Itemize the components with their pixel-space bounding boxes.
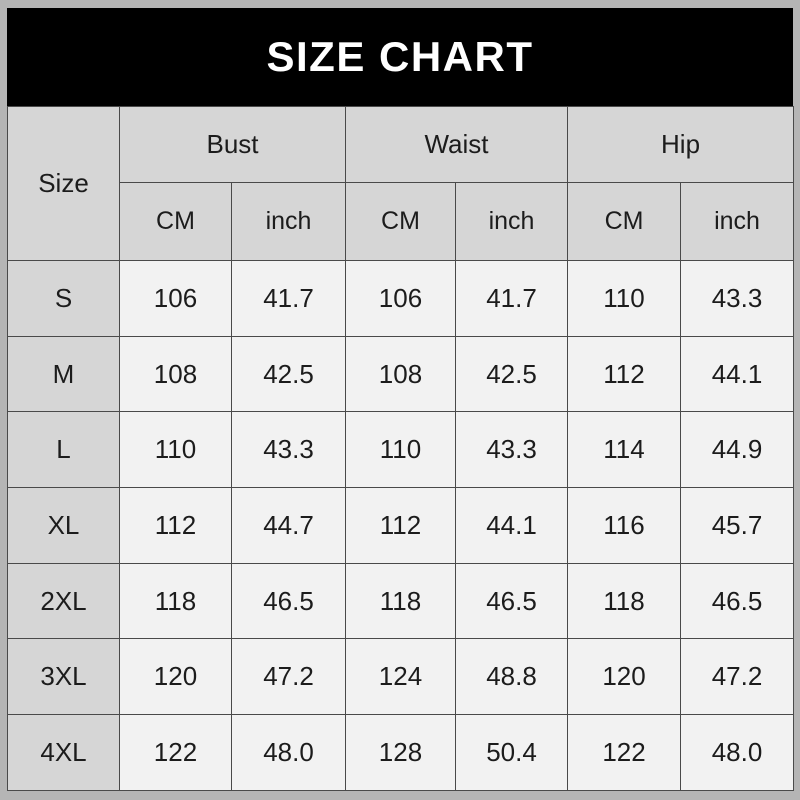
cell-hip-cm: 116 <box>567 487 682 564</box>
cell-bust-cm: 122 <box>119 714 232 791</box>
cell-bust-inch: 41.7 <box>231 260 346 337</box>
cell-hip-cm: 118 <box>567 562 682 640</box>
cell-hip-inch: 44.9 <box>680 411 795 489</box>
row-size-label: XL <box>7 487 120 564</box>
cell-hip-cm: 112 <box>567 335 682 413</box>
table-body: S 106 41.7 106 41.7 110 43.3 M 108 42.5 … <box>7 260 795 791</box>
cell-waist-cm: 112 <box>345 487 456 564</box>
cell-bust-cm: 112 <box>119 487 232 564</box>
table-row: 4XL 122 48.0 128 50.4 122 48.0 <box>7 714 795 791</box>
cell-hip-inch: 43.3 <box>680 260 795 337</box>
row-size-label: 3XL <box>7 638 120 716</box>
row-size-label: 2XL <box>7 562 120 640</box>
header-size: Size <box>7 106 120 261</box>
cell-waist-inch: 43.3 <box>454 411 569 489</box>
cell-hip-cm: 122 <box>567 714 682 791</box>
cell-hip-cm: 110 <box>567 260 682 337</box>
cell-waist-inch: 44.1 <box>454 487 569 564</box>
cell-hip-cm: 114 <box>567 411 682 489</box>
cell-hip-inch: 48.0 <box>680 714 795 791</box>
cell-bust-inch: 46.5 <box>231 562 346 640</box>
size-chart-table: Size Bust Waist Hip CM inch CM inch CM i… <box>7 106 795 791</box>
cell-hip-inch: 46.5 <box>680 562 795 640</box>
cell-waist-cm: 118 <box>345 562 456 640</box>
cell-waist-inch: 46.5 <box>454 562 569 640</box>
cell-waist-inch: 41.7 <box>454 260 569 337</box>
header-unit-waist-cm: CM <box>345 182 456 261</box>
cell-bust-inch: 47.2 <box>231 638 346 716</box>
header-unit-hip-inch: inch <box>680 182 795 261</box>
cell-hip-cm: 120 <box>567 638 682 716</box>
table-row: 2XL 118 46.5 118 46.5 118 46.5 <box>7 562 795 640</box>
table-row: XL 112 44.7 112 44.1 116 45.7 <box>7 487 795 564</box>
cell-waist-inch: 48.8 <box>454 638 569 716</box>
header-group-waist: Waist <box>344 106 569 183</box>
cell-bust-cm: 106 <box>119 260 232 337</box>
page-title: SIZE CHART <box>266 33 534 80</box>
cell-bust-inch: 48.0 <box>231 714 346 791</box>
cell-waist-cm: 124 <box>345 638 456 716</box>
row-size-label: M <box>7 335 120 413</box>
title-banner: SIZE CHART <box>7 8 793 106</box>
size-chart-table-container: Size Bust Waist Hip CM inch CM inch CM i… <box>7 106 795 791</box>
header-group-bust: Bust <box>119 106 346 183</box>
cell-waist-cm: 108 <box>345 335 456 413</box>
table-row: L 110 43.3 110 43.3 114 44.9 <box>7 411 795 489</box>
cell-hip-inch: 44.1 <box>680 335 795 413</box>
cell-waist-inch: 50.4 <box>454 714 569 791</box>
header-unit-bust-cm: CM <box>119 182 232 261</box>
header-row-units: CM inch CM inch CM inch <box>8 182 795 261</box>
header-unit-bust-inch: inch <box>231 182 346 261</box>
cell-waist-cm: 110 <box>345 411 456 489</box>
table-header: Size Bust Waist Hip CM inch CM inch CM i… <box>7 106 795 261</box>
row-size-label: 4XL <box>7 714 120 791</box>
cell-bust-cm: 118 <box>119 562 232 640</box>
row-size-label: S <box>7 260 120 337</box>
cell-bust-inch: 42.5 <box>231 335 346 413</box>
cell-bust-inch: 44.7 <box>231 487 346 564</box>
cell-bust-cm: 120 <box>119 638 232 716</box>
table-row: M 108 42.5 108 42.5 112 44.1 <box>7 335 795 413</box>
header-group-hip: Hip <box>567 106 795 183</box>
header-row-groups: Size Bust Waist Hip <box>7 106 795 261</box>
cell-waist-inch: 42.5 <box>454 335 569 413</box>
cell-bust-cm: 108 <box>119 335 232 413</box>
cell-bust-cm: 110 <box>119 411 232 489</box>
cell-bust-inch: 43.3 <box>231 411 346 489</box>
cell-hip-inch: 47.2 <box>680 638 795 716</box>
header-unit-hip-cm: CM <box>567 182 682 261</box>
cell-waist-cm: 106 <box>345 260 456 337</box>
cell-waist-cm: 128 <box>345 714 456 791</box>
cell-hip-inch: 45.7 <box>680 487 795 564</box>
table-row: S 106 41.7 106 41.7 110 43.3 <box>7 260 795 337</box>
header-unit-waist-inch: inch <box>454 182 569 261</box>
table-row: 3XL 120 47.2 124 48.8 120 47.2 <box>7 638 795 716</box>
row-size-label: L <box>7 411 120 489</box>
